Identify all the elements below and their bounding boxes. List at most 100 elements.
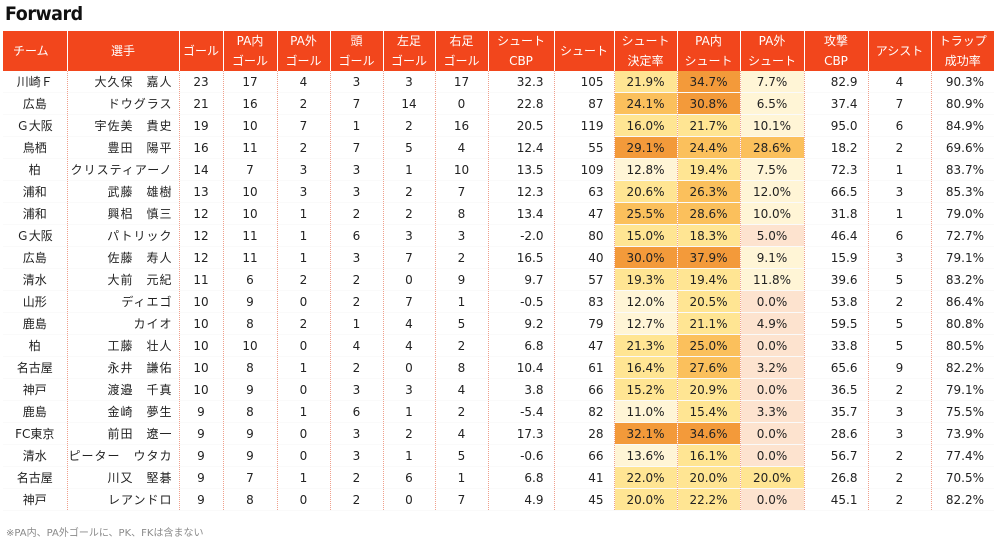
cell-head-goals: 6	[330, 224, 384, 247]
cell-team: 広島	[3, 92, 68, 115]
cell-left-goals: 4	[383, 312, 436, 335]
cell-conversion: 25.5%	[614, 202, 678, 225]
table-row: Ｇ大阪 パトリック 12 11 1 6 3 3 -2.0 80 15.0% 18.3% 5.0% 46.4…	[3, 224, 994, 247]
cell-goals: 14	[179, 158, 224, 181]
column-header-line2: ゴール	[285, 54, 322, 68]
cell-right-goals: 16	[435, 114, 489, 137]
cell-goals: 9	[179, 422, 224, 445]
cell-pa-out-goals: 1	[277, 202, 331, 225]
cell-pa-out-goals: 3	[277, 158, 331, 181]
cell-pa-out-shot: 6.5%	[740, 92, 805, 115]
cell-right-goals: 0	[435, 92, 489, 115]
cell-player: 宇佐美 貴史	[67, 114, 180, 137]
cell-trap: 77.4%	[931, 444, 994, 467]
cell-attack-cbp: 26.8	[804, 466, 869, 489]
cell-pa-out-shot: 28.6%	[740, 136, 805, 159]
cell-conversion: 32.1%	[614, 422, 678, 445]
cell-shot-cbp: -0.6	[488, 444, 555, 467]
cell-team: 神戸	[3, 488, 68, 511]
cell-pa-out-goals: 2	[277, 136, 331, 159]
cell-assists: 2	[868, 378, 932, 401]
cell-team: 鹿島	[3, 312, 68, 335]
cell-head-goals: 3	[330, 246, 384, 269]
column-header-line2: ゴール	[338, 54, 375, 68]
column-header-line2: シュート	[747, 54, 796, 68]
cell-goals: 9	[179, 400, 224, 423]
cell-trap: 70.5%	[931, 466, 994, 489]
cell-pa-in-goals: 9	[223, 378, 278, 401]
cell-assists: 1	[868, 202, 932, 225]
cell-trap: 85.3%	[931, 180, 994, 203]
cell-pa-in-goals: 16	[223, 92, 278, 115]
table-row: 浦和 興梠 慎三 12 10 1 2 2 8 13.4 47 25.5% 28.6% 10.0% 31.8…	[3, 202, 994, 225]
cell-team: 柏	[3, 158, 68, 181]
cell-player: 大前 元紀	[67, 268, 180, 291]
cell-assists: 2	[868, 444, 932, 467]
cell-pa-in-goals: 10	[223, 202, 278, 225]
cell-pa-in-goals: 11	[223, 224, 278, 247]
cell-pa-in-goals: 10	[223, 180, 278, 203]
cell-pa-in-goals: 9	[223, 422, 278, 445]
column-header-line1: ゴール	[182, 44, 219, 58]
cell-trap: 79.1%	[931, 246, 994, 269]
cell-pa-in-shot: 22.2%	[677, 488, 741, 511]
cell-goals: 9	[179, 466, 224, 489]
column-header-line1: シュート	[496, 34, 545, 48]
cell-trap: 82.2%	[931, 488, 994, 511]
column-header-line2: ゴール	[231, 54, 268, 68]
cell-left-goals: 2	[383, 180, 436, 203]
cell-left-goals: 0	[383, 268, 436, 291]
cell-right-goals: 10	[435, 158, 489, 181]
cell-trap: 82.2%	[931, 356, 994, 379]
cell-assists: 1	[868, 158, 932, 181]
cell-shot-cbp: 9.7	[488, 268, 555, 291]
column-header-line1: チーム	[13, 44, 49, 58]
cell-pa-in-goals: 8	[223, 488, 278, 511]
column-header-line2: 決定率	[627, 54, 664, 68]
cell-shots: 66	[554, 444, 615, 467]
cell-team: 鹿島	[3, 400, 68, 423]
cell-goals: 12	[179, 224, 224, 247]
cell-shots: 80	[554, 224, 615, 247]
column-header-line1: アシスト	[875, 44, 924, 58]
cell-pa-out-goals: 0	[277, 378, 331, 401]
cell-right-goals: 17	[435, 71, 489, 93]
cell-goals: 10	[179, 378, 224, 401]
cell-right-goals: 4	[435, 422, 489, 445]
cell-pa-out-shot: 7.7%	[740, 71, 805, 93]
cell-assists: 5	[868, 334, 932, 357]
cell-pa-in-shot: 28.6%	[677, 202, 741, 225]
table-row: 柏工藤 壮人 10 10 0 4 4 2 6.8 47 21.3% 25.0% 0.0% 33.8 5 80…	[3, 334, 994, 357]
cell-right-goals: 2	[435, 246, 489, 269]
cell-trap: 80.8%	[931, 312, 994, 335]
cell-pa-out-shot: 10.0%	[740, 202, 805, 225]
column-header: アシスト	[868, 31, 932, 71]
column-header: 選手	[67, 31, 180, 71]
cell-attack-cbp: 35.7	[804, 400, 869, 423]
cell-trap: 80.9%	[931, 92, 994, 115]
cell-shot-cbp: 10.4	[488, 356, 555, 379]
cell-attack-cbp: 45.1	[804, 488, 869, 511]
cell-goals: 21	[179, 92, 224, 115]
table-row: 鹿島 金崎 夢生 9 8 1 6 1 2 -5.4 82 11.0% 15.4% 3.3% 35.7 3 75…	[3, 400, 994, 423]
cell-pa-out-goals: 0	[277, 422, 331, 445]
column-header-line1: 右足	[449, 34, 474, 48]
column-header: PA外 ゴール	[277, 31, 331, 71]
cell-attack-cbp: 82.9	[804, 71, 869, 93]
cell-player: 大久保 嘉人	[67, 71, 180, 93]
table-row: 鹿島 カイオ 10 8 2 1 4 5 9.2 79 12.7% 21.1% 4.9% 59.5 5 80.8…	[3, 312, 994, 335]
cell-player: 興梠 慎三	[67, 202, 180, 225]
cell-conversion: 12.7%	[614, 312, 678, 335]
column-header-line1: PA内	[695, 34, 722, 48]
cell-goals: 13	[179, 180, 224, 203]
cell-head-goals: 1	[330, 312, 384, 335]
cell-right-goals: 4	[435, 378, 489, 401]
column-header-line2: CBP	[509, 54, 533, 68]
table-row: 名古屋 川又 堅碁 9 7 1 2 6 1 6.8 41 22.0% 20.0% 20.0% 26.8 2 7…	[3, 466, 994, 489]
cell-pa-out-goals: 7	[277, 114, 331, 137]
cell-pa-in-shot: 25.0%	[677, 334, 741, 357]
cell-conversion: 21.3%	[614, 334, 678, 357]
cell-team: 名古屋	[3, 466, 68, 489]
column-header: シュート	[554, 31, 615, 71]
table-row: 柏クリスティアーノ 14 7 3 3 1 10 13.5 109 12.8% 19.4% 7.5% 72…	[3, 158, 994, 181]
